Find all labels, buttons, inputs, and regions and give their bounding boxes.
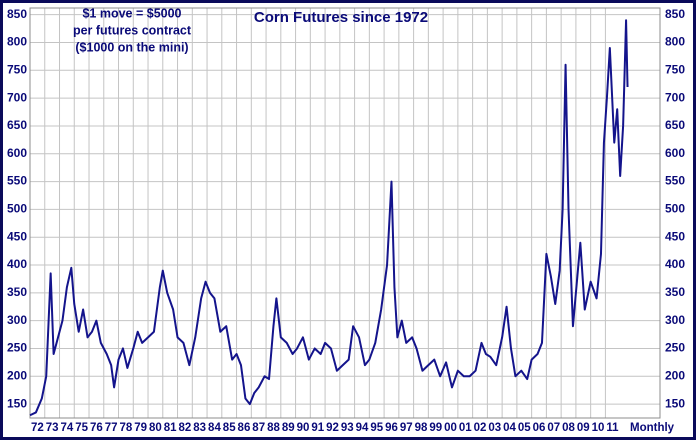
x-tick-label: 97: [400, 422, 413, 434]
annotation: per futures contract: [73, 23, 192, 37]
x-tick-label: 90: [297, 422, 310, 434]
x-tick-label: 74: [61, 422, 74, 434]
x-tick-label: 82: [179, 422, 192, 434]
y-tick-label: 500: [7, 202, 27, 216]
y-tick-label-right: 600: [665, 146, 685, 160]
x-tick-label: 83: [193, 422, 206, 434]
y-tick-label-right: 800: [665, 35, 685, 49]
y-tick-label: 700: [7, 90, 27, 104]
y-tick-label-right: 500: [665, 202, 685, 216]
grid: [29, 8, 660, 418]
y-tick-label-right: 750: [665, 62, 685, 76]
price-line: [29, 19, 629, 417]
y-tick-label-right: 350: [665, 285, 685, 299]
x-tick-label: 04: [503, 422, 516, 434]
x-tick-label: 92: [326, 422, 339, 434]
x-tick-label: 00: [444, 422, 457, 434]
annotation: $1 move = $5000: [82, 6, 181, 20]
y-tick-label: 200: [7, 368, 27, 382]
x-tick-label: 80: [149, 422, 162, 434]
y-tick-label-right: 850: [665, 7, 685, 21]
y-tick-label: 850: [7, 7, 27, 21]
y-tick-label: 800: [7, 35, 27, 49]
x-tick-label: 99: [429, 422, 442, 434]
y-tick-label: 550: [7, 174, 27, 188]
x-tick-label: 07: [547, 422, 560, 434]
y-tick-label-right: 700: [665, 90, 685, 104]
x-tick-label: 03: [488, 422, 501, 434]
x-tick-label: 79: [134, 422, 147, 434]
x-tick-label: 84: [208, 422, 221, 434]
y-tick-label: 400: [7, 257, 27, 271]
x-tick-label: 96: [385, 422, 398, 434]
annotation: ($1000 on the mini): [75, 40, 188, 54]
x-tick-label: 78: [120, 422, 133, 434]
x-axis-label: Monthly: [630, 422, 675, 434]
y-tick-label-right: 200: [665, 368, 685, 382]
x-tick-label: 89: [282, 422, 295, 434]
y-tick-label: 600: [7, 146, 27, 160]
x-tick-label: 95: [370, 422, 383, 434]
y-tick-label: 350: [7, 285, 27, 299]
x-tick-label: 75: [75, 422, 88, 434]
x-tick-label: 11: [606, 422, 619, 434]
x-tick-label: 09: [577, 422, 590, 434]
y-tick-label: 750: [7, 62, 27, 76]
plot-area: [29, 7, 661, 419]
x-tick-label: 88: [267, 422, 280, 434]
y-tick-label-right: 650: [665, 118, 685, 132]
y-tick-label-right: 550: [665, 174, 685, 188]
x-tick-label: 91: [311, 422, 324, 434]
x-tick-label: 10: [592, 422, 605, 434]
y-tick-label-right: 150: [665, 396, 685, 410]
x-tick-label: 02: [474, 422, 487, 434]
x-tick-label: 98: [415, 422, 428, 434]
y-tick-label: 650: [7, 118, 27, 132]
x-tick-label: 85: [223, 422, 236, 434]
x-tick-label: 77: [105, 422, 118, 434]
x-tick-label: 06: [533, 422, 546, 434]
x-tick-label: 93: [341, 422, 354, 434]
x-tick-label: 05: [518, 422, 531, 434]
y-tick-label-right: 450: [665, 229, 685, 243]
chart-title: Corn Futures since 1972: [254, 9, 428, 26]
x-tick-label: 81: [164, 422, 177, 434]
y-tick-label: 250: [7, 341, 27, 355]
x-tick-label: 08: [562, 422, 575, 434]
x-tick-label: 94: [356, 422, 369, 434]
y-tick-label-right: 250: [665, 341, 685, 355]
x-tick-label: 87: [252, 422, 265, 434]
y-tick-label-right: 300: [665, 313, 685, 327]
x-tick-label: 01: [459, 422, 472, 434]
y-tick-label-right: 400: [665, 257, 685, 271]
x-tick-label: 76: [90, 422, 103, 434]
x-tick-label: 72: [31, 422, 44, 434]
y-tick-label: 150: [7, 396, 27, 410]
x-tick-label: 73: [46, 422, 59, 434]
y-tick-label: 450: [7, 229, 27, 243]
y-tick-label: 300: [7, 313, 27, 327]
x-tick-label: 86: [238, 422, 251, 434]
